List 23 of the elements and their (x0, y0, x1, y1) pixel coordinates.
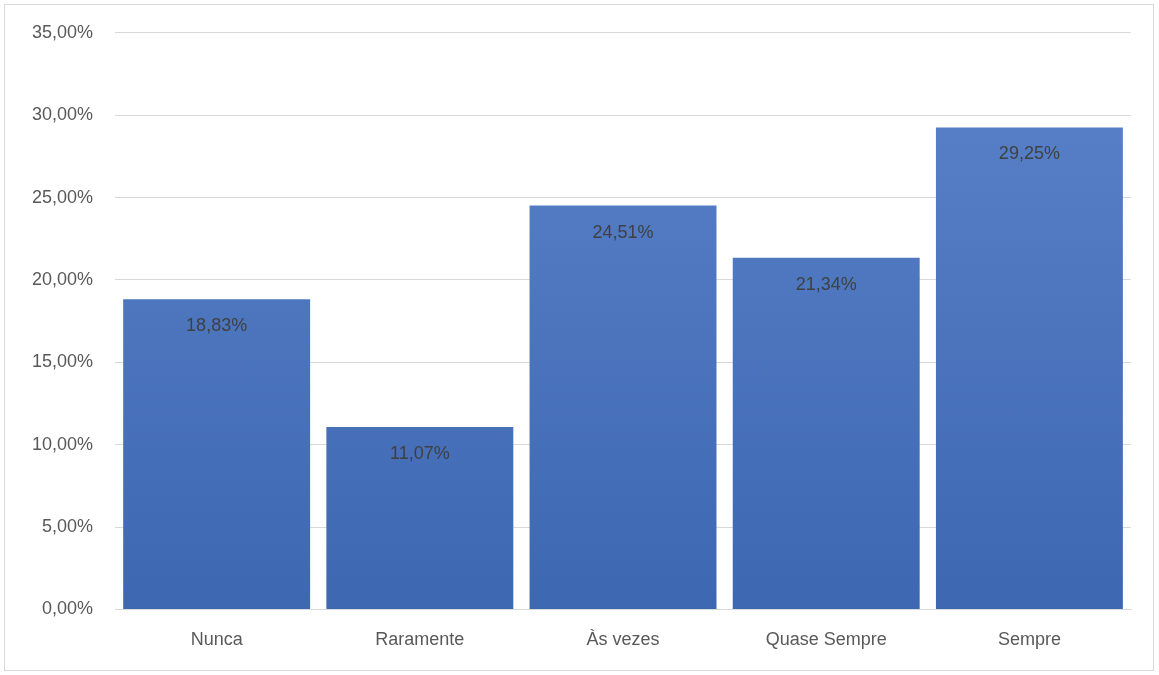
x-tick-label: Quase Sempre (765, 629, 887, 650)
data-label: 18,83% (186, 315, 248, 336)
data-label: 29,25% (998, 143, 1060, 164)
x-tick-label: Raramente (375, 629, 465, 650)
y-tick-label: 10,00% (31, 433, 94, 454)
y-tick-label: 15,00% (31, 351, 94, 372)
y-tick-label: 5,00% (42, 516, 94, 536)
y-tick-label: 35,00% (31, 21, 94, 42)
x-tick-label: Nunca (190, 629, 244, 650)
data-label: 11,07% (389, 443, 450, 463)
bar (123, 299, 311, 609)
x-tick-label: Sempre (997, 629, 1061, 650)
y-tick-label: 30,00% (31, 104, 94, 125)
x-tick-label: Às vezes (586, 629, 660, 650)
y-tick-label: 20,00% (31, 268, 94, 289)
bar (732, 257, 920, 609)
y-tick-label: 25,00% (31, 186, 94, 207)
data-label: 24,51% (592, 221, 654, 242)
bar (935, 127, 1123, 609)
data-label: 21,34% (795, 273, 857, 294)
bar (326, 427, 514, 609)
y-tick-label: 0,00% (42, 598, 94, 619)
bar (529, 205, 717, 609)
